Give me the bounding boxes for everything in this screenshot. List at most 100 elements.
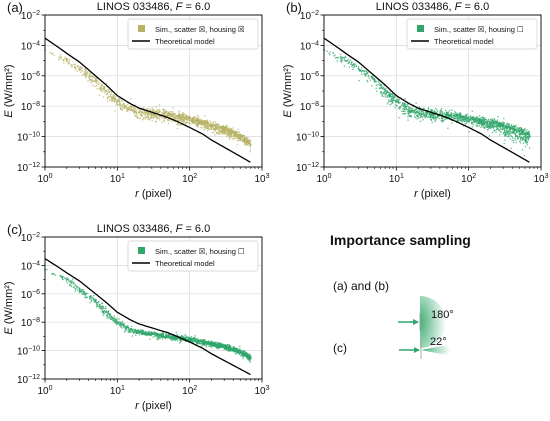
sim-point	[518, 135, 520, 138]
sim-point	[441, 113, 444, 115]
sim-point	[122, 104, 124, 106]
sim-point	[129, 109, 131, 111]
sim-point	[174, 113, 176, 115]
sim-point	[220, 132, 222, 134]
sim-point	[446, 117, 448, 120]
sim-point	[205, 120, 208, 122]
sim-point	[117, 100, 119, 102]
sim-point	[224, 348, 226, 350]
sim-point	[124, 106, 126, 108]
sim-point	[103, 91, 105, 93]
sim-point	[213, 345, 215, 347]
sim-point	[390, 100, 392, 103]
sim-point	[386, 103, 389, 105]
sim-point	[95, 301, 97, 303]
sim-point	[94, 300, 96, 302]
sim-point	[102, 311, 104, 313]
sim-point	[84, 74, 87, 76]
sim-point	[353, 64, 355, 66]
sim-point	[358, 80, 360, 82]
sim-point	[217, 343, 219, 345]
sim-point	[84, 295, 87, 297]
sim-point	[390, 99, 392, 101]
sim-point	[249, 354, 251, 356]
sim-point	[156, 116, 158, 118]
sim-point	[148, 330, 150, 333]
sim-point	[231, 348, 234, 350]
sim-point	[67, 59, 69, 61]
sim-point	[351, 64, 354, 66]
sim-point	[206, 126, 208, 128]
sim-point	[249, 139, 252, 141]
sim-point	[152, 114, 155, 116]
sim-point	[220, 131, 222, 133]
sim-point	[96, 88, 98, 90]
sim-point	[185, 340, 187, 342]
sim-point	[115, 98, 117, 100]
sim-point	[500, 125, 502, 127]
sim-point	[167, 113, 169, 115]
y-tick-label: 10−4	[21, 260, 40, 272]
sim-point	[342, 57, 344, 59]
sim-point	[100, 307, 102, 309]
sim-point	[189, 117, 192, 119]
sim-point	[247, 356, 249, 359]
sim-point	[223, 133, 225, 135]
sim-point	[78, 68, 80, 71]
sim-point	[163, 116, 165, 118]
sim-point	[170, 338, 172, 341]
sim-point	[402, 105, 405, 108]
sim-point	[249, 149, 252, 151]
sim-point	[224, 131, 226, 133]
sim-point	[449, 115, 452, 118]
sim-point	[157, 339, 159, 341]
sim-point	[217, 132, 219, 135]
sim-point	[70, 280, 72, 282]
sim-point	[217, 342, 220, 344]
sim-point	[431, 115, 433, 117]
sim-point	[401, 104, 403, 106]
sim-point	[245, 357, 248, 359]
sim-point	[156, 337, 158, 340]
sim-point	[180, 117, 182, 120]
sim-point	[168, 114, 170, 116]
sim-point	[120, 104, 122, 106]
sim-point	[242, 357, 244, 360]
sim-point	[145, 334, 147, 336]
sim-point	[483, 122, 486, 125]
sim-point	[503, 130, 506, 132]
sim-point	[402, 110, 404, 112]
sim-point	[374, 79, 376, 81]
sim-point	[409, 109, 411, 112]
sim-point	[199, 120, 201, 122]
sim-point	[527, 135, 529, 138]
sim-point	[57, 59, 60, 61]
sim-point	[152, 113, 154, 115]
sim-point	[389, 91, 391, 93]
sim-point	[384, 90, 386, 92]
sim-point	[408, 108, 410, 110]
sim-point	[425, 115, 427, 117]
sim-point	[170, 113, 172, 115]
sim-point	[149, 117, 151, 119]
sim-point	[101, 305, 103, 308]
sim-point	[339, 56, 341, 58]
sim-point	[177, 337, 180, 339]
sim-point	[410, 108, 413, 110]
sim-point	[94, 299, 97, 301]
sim-point	[215, 345, 217, 348]
sim-point	[204, 115, 206, 117]
sim-point	[415, 114, 418, 116]
sim-point	[85, 297, 87, 299]
sim-point	[75, 67, 77, 69]
sim-point	[229, 131, 231, 133]
sim-point	[224, 345, 226, 347]
sim-point	[208, 124, 210, 127]
sim-point	[488, 127, 490, 129]
sim-point	[105, 311, 107, 313]
sim-point	[156, 334, 158, 337]
sim-point	[440, 108, 443, 110]
sim-point	[110, 91, 113, 94]
sim-point	[445, 113, 447, 115]
sim-point	[465, 117, 467, 119]
